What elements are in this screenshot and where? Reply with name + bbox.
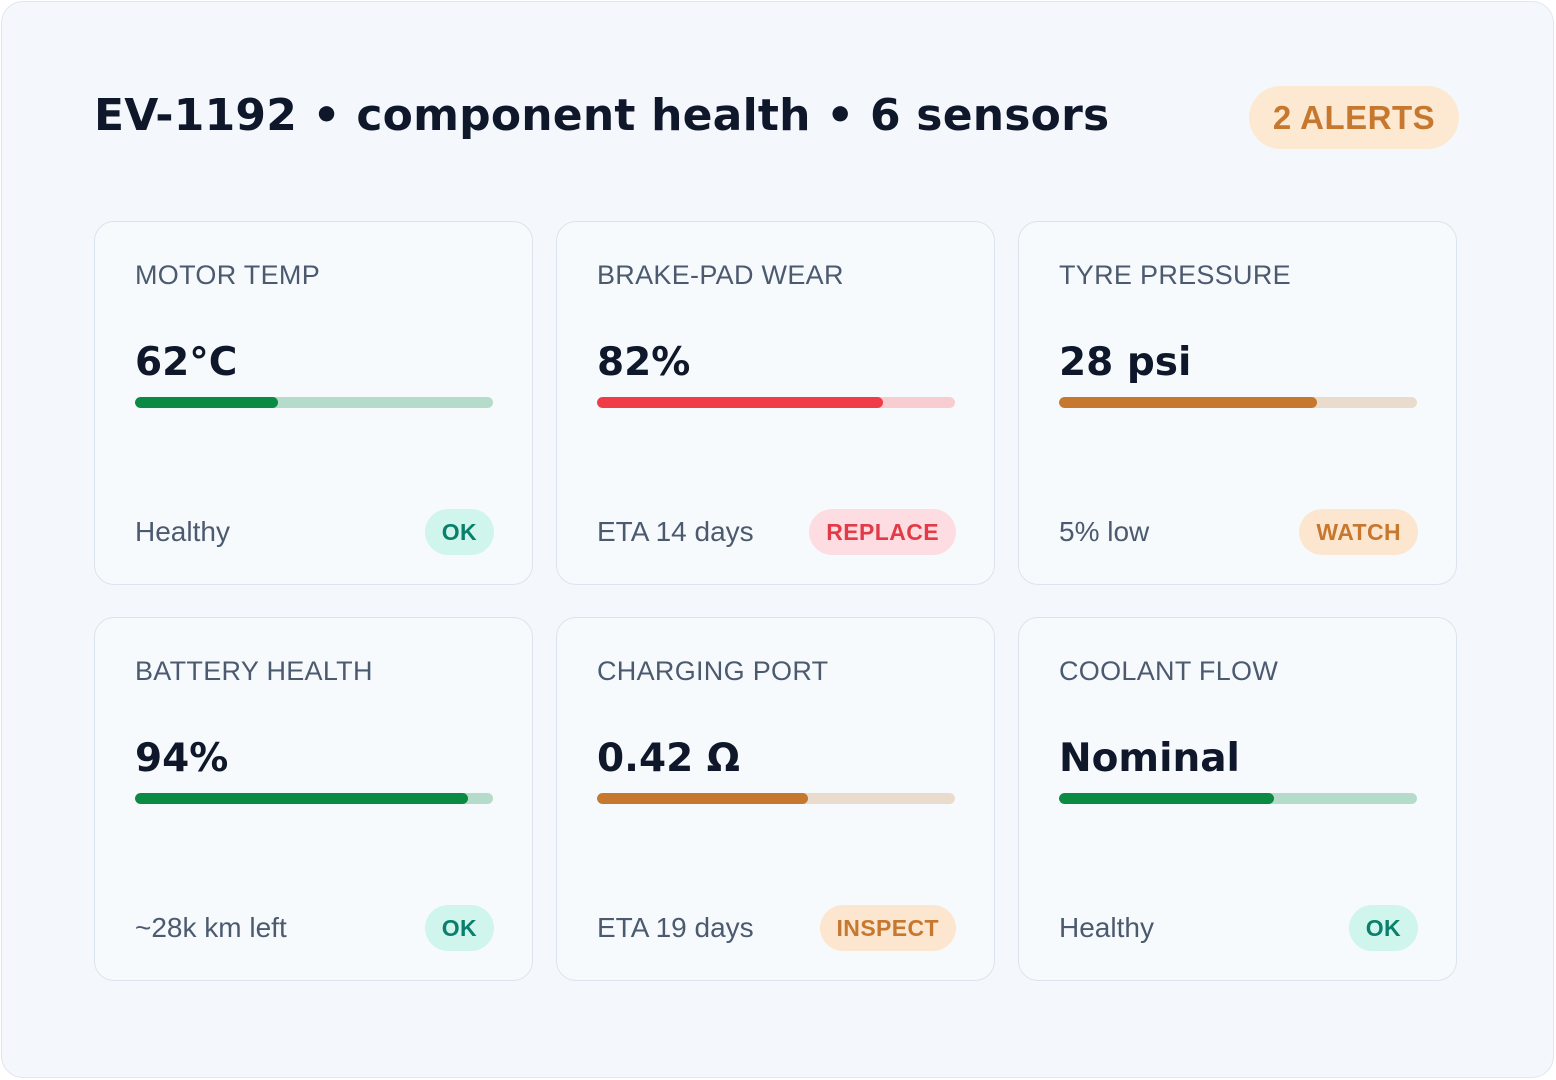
sensor-value: 28 psi <box>1059 340 1192 385</box>
sensor-footer: 5% low <box>1059 516 1150 547</box>
status-badge: OK <box>424 905 494 951</box>
sensor-label: MOTOR TEMP <box>135 260 321 290</box>
sensor-label: BRAKE-PAD WEAR <box>597 260 844 290</box>
sensor-card-battery-health[interactable]: BATTERY HEALTH 94% ~28k km left OK <box>94 617 533 981</box>
sensor-footer: ~28k km left <box>135 912 287 943</box>
sensor-footer: ETA 19 days <box>597 912 754 943</box>
sensor-level-fill <box>597 397 884 408</box>
sensor-level-track <box>597 793 955 804</box>
sensor-footer: Healthy <box>1059 912 1154 943</box>
sensor-level-fill <box>1059 397 1317 408</box>
sensor-footer: Healthy <box>135 516 230 547</box>
sensor-label: TYRE PRESSURE <box>1059 260 1291 290</box>
sensor-card-brake-pad-wear[interactable]: BRAKE-PAD WEAR 82% ETA 14 days REPLACE <box>556 221 995 585</box>
sensor-card-coolant-flow[interactable]: COOLANT FLOW Nominal Healthy OK <box>1018 617 1457 981</box>
status-badge: REPLACE <box>809 509 956 555</box>
sensor-level-track <box>597 397 955 408</box>
sensor-level-fill <box>135 793 468 804</box>
sensor-card-charging-port[interactable]: CHARGING PORT 0.42 Ω ETA 19 days INSPECT <box>556 617 995 981</box>
page-title: EV-1192 • component health • 6 sensors <box>94 90 1110 141</box>
sensor-footer: ETA 14 days <box>597 516 754 547</box>
sensor-value: 62°C <box>135 340 238 385</box>
sensor-level-fill <box>135 397 279 408</box>
sensor-label: CHARGING PORT <box>597 656 829 686</box>
sensor-level-fill <box>1059 793 1274 804</box>
sensor-level-track <box>1059 397 1417 408</box>
status-badge: OK <box>424 509 494 555</box>
sensor-label: BATTERY HEALTH <box>135 656 373 686</box>
sensor-value: 94% <box>135 736 229 781</box>
sensor-card-motor-temp[interactable]: MOTOR TEMP 62°C Healthy OK <box>94 221 533 585</box>
status-badge: OK <box>1348 905 1418 951</box>
sensor-value: 0.42 Ω <box>597 736 740 781</box>
sensor-value: Nominal <box>1059 736 1240 781</box>
sensor-level-track <box>135 397 493 408</box>
sensor-level-track <box>1059 793 1417 804</box>
status-badge: INSPECT <box>819 905 956 951</box>
alerts-badge[interactable]: 2 ALERTS <box>1249 86 1459 149</box>
status-badge: WATCH <box>1299 509 1418 555</box>
sensor-level-track <box>135 793 493 804</box>
sensor-value: 82% <box>597 340 691 385</box>
sensor-label: COOLANT FLOW <box>1059 656 1279 686</box>
sensor-card-tyre-pressure[interactable]: TYRE PRESSURE 28 psi 5% low WATCH <box>1018 221 1457 585</box>
sensor-level-fill <box>597 793 809 804</box>
